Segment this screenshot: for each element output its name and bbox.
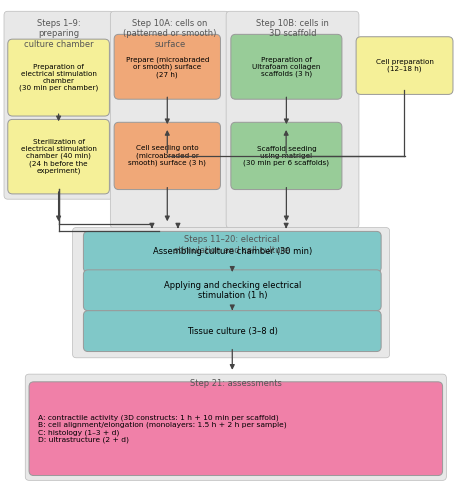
- FancyBboxPatch shape: [110, 11, 229, 228]
- Text: Sterilization of
electrical stimulation
chamber (40 min)
(24 h before the
experi: Sterilization of electrical stimulation …: [21, 139, 97, 174]
- FancyBboxPatch shape: [8, 39, 109, 116]
- Text: Cell preparation
(12–18 h): Cell preparation (12–18 h): [375, 59, 434, 72]
- Text: Cell seeding onto
(microabraded or
smooth) surface (3 h): Cell seeding onto (microabraded or smoot…: [128, 146, 206, 166]
- Text: Assembling culture chamber (30 min): Assembling culture chamber (30 min): [153, 247, 312, 256]
- Text: Step 10B: cells in
3D scaffold: Step 10B: cells in 3D scaffold: [256, 19, 329, 39]
- FancyBboxPatch shape: [25, 374, 447, 481]
- Text: Preparation of
Ultrafoam collagen
scaffolds (3 h): Preparation of Ultrafoam collagen scaffo…: [252, 56, 320, 77]
- FancyBboxPatch shape: [114, 122, 220, 189]
- Text: Preparation of
electrical stimulation
chamber
(30 min per chamber): Preparation of electrical stimulation ch…: [19, 64, 98, 92]
- Text: Scaffold seeding
using matrigel
(30 min per 6 scaffolds): Scaffold seeding using matrigel (30 min …: [243, 146, 329, 166]
- Text: Prepare (microabraded
or smooth) surface
(27 h): Prepare (microabraded or smooth) surface…: [126, 56, 209, 78]
- FancyBboxPatch shape: [29, 382, 443, 476]
- FancyBboxPatch shape: [83, 270, 381, 311]
- Text: Tissue culture (3–8 d): Tissue culture (3–8 d): [187, 327, 278, 335]
- FancyBboxPatch shape: [83, 311, 381, 351]
- Text: Step 21: assessments: Step 21: assessments: [190, 379, 282, 388]
- Text: Applying and checking electrical
stimulation (1 h): Applying and checking electrical stimula…: [164, 281, 301, 300]
- FancyBboxPatch shape: [226, 11, 359, 228]
- Text: Step 10A: cells on
(patterned or smooth)
surface: Step 10A: cells on (patterned or smooth)…: [123, 19, 217, 49]
- FancyBboxPatch shape: [231, 122, 342, 189]
- Text: A: contractile activity (3D constructs: 1 h + 10 min per scaffold)
B: cell align: A: contractile activity (3D constructs: …: [37, 414, 286, 443]
- Text: Steps 11–20: electrical
stimulation and cell culture: Steps 11–20: electrical stimulation and …: [174, 235, 289, 254]
- FancyBboxPatch shape: [83, 231, 381, 272]
- FancyBboxPatch shape: [8, 120, 109, 194]
- FancyBboxPatch shape: [356, 37, 453, 94]
- FancyBboxPatch shape: [114, 34, 220, 99]
- FancyBboxPatch shape: [231, 34, 342, 99]
- FancyBboxPatch shape: [73, 228, 390, 358]
- Text: Steps 1–9:
preparing
culture chamber: Steps 1–9: preparing culture chamber: [24, 19, 93, 49]
- FancyBboxPatch shape: [4, 11, 113, 199]
